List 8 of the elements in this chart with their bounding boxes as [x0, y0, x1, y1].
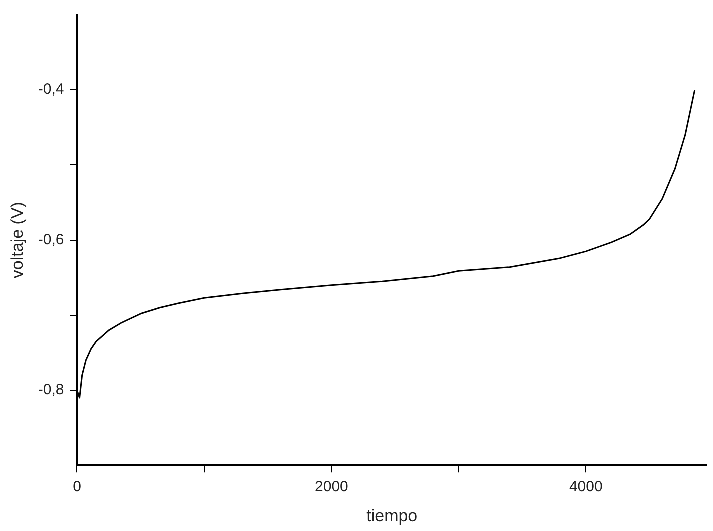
y-tick-label: -0,8 — [38, 382, 64, 399]
y-tick-label: -0,6 — [38, 231, 64, 248]
y-axis-title: voltaje (V) — [8, 202, 27, 279]
x-tick-label: 4000 — [569, 478, 603, 496]
x-tick-label: 2000 — [315, 478, 348, 496]
y-tick-label: -0,4 — [38, 81, 64, 98]
x-axis-title: tiempo — [366, 506, 418, 526]
x-tick-label: 0 — [73, 478, 82, 496]
